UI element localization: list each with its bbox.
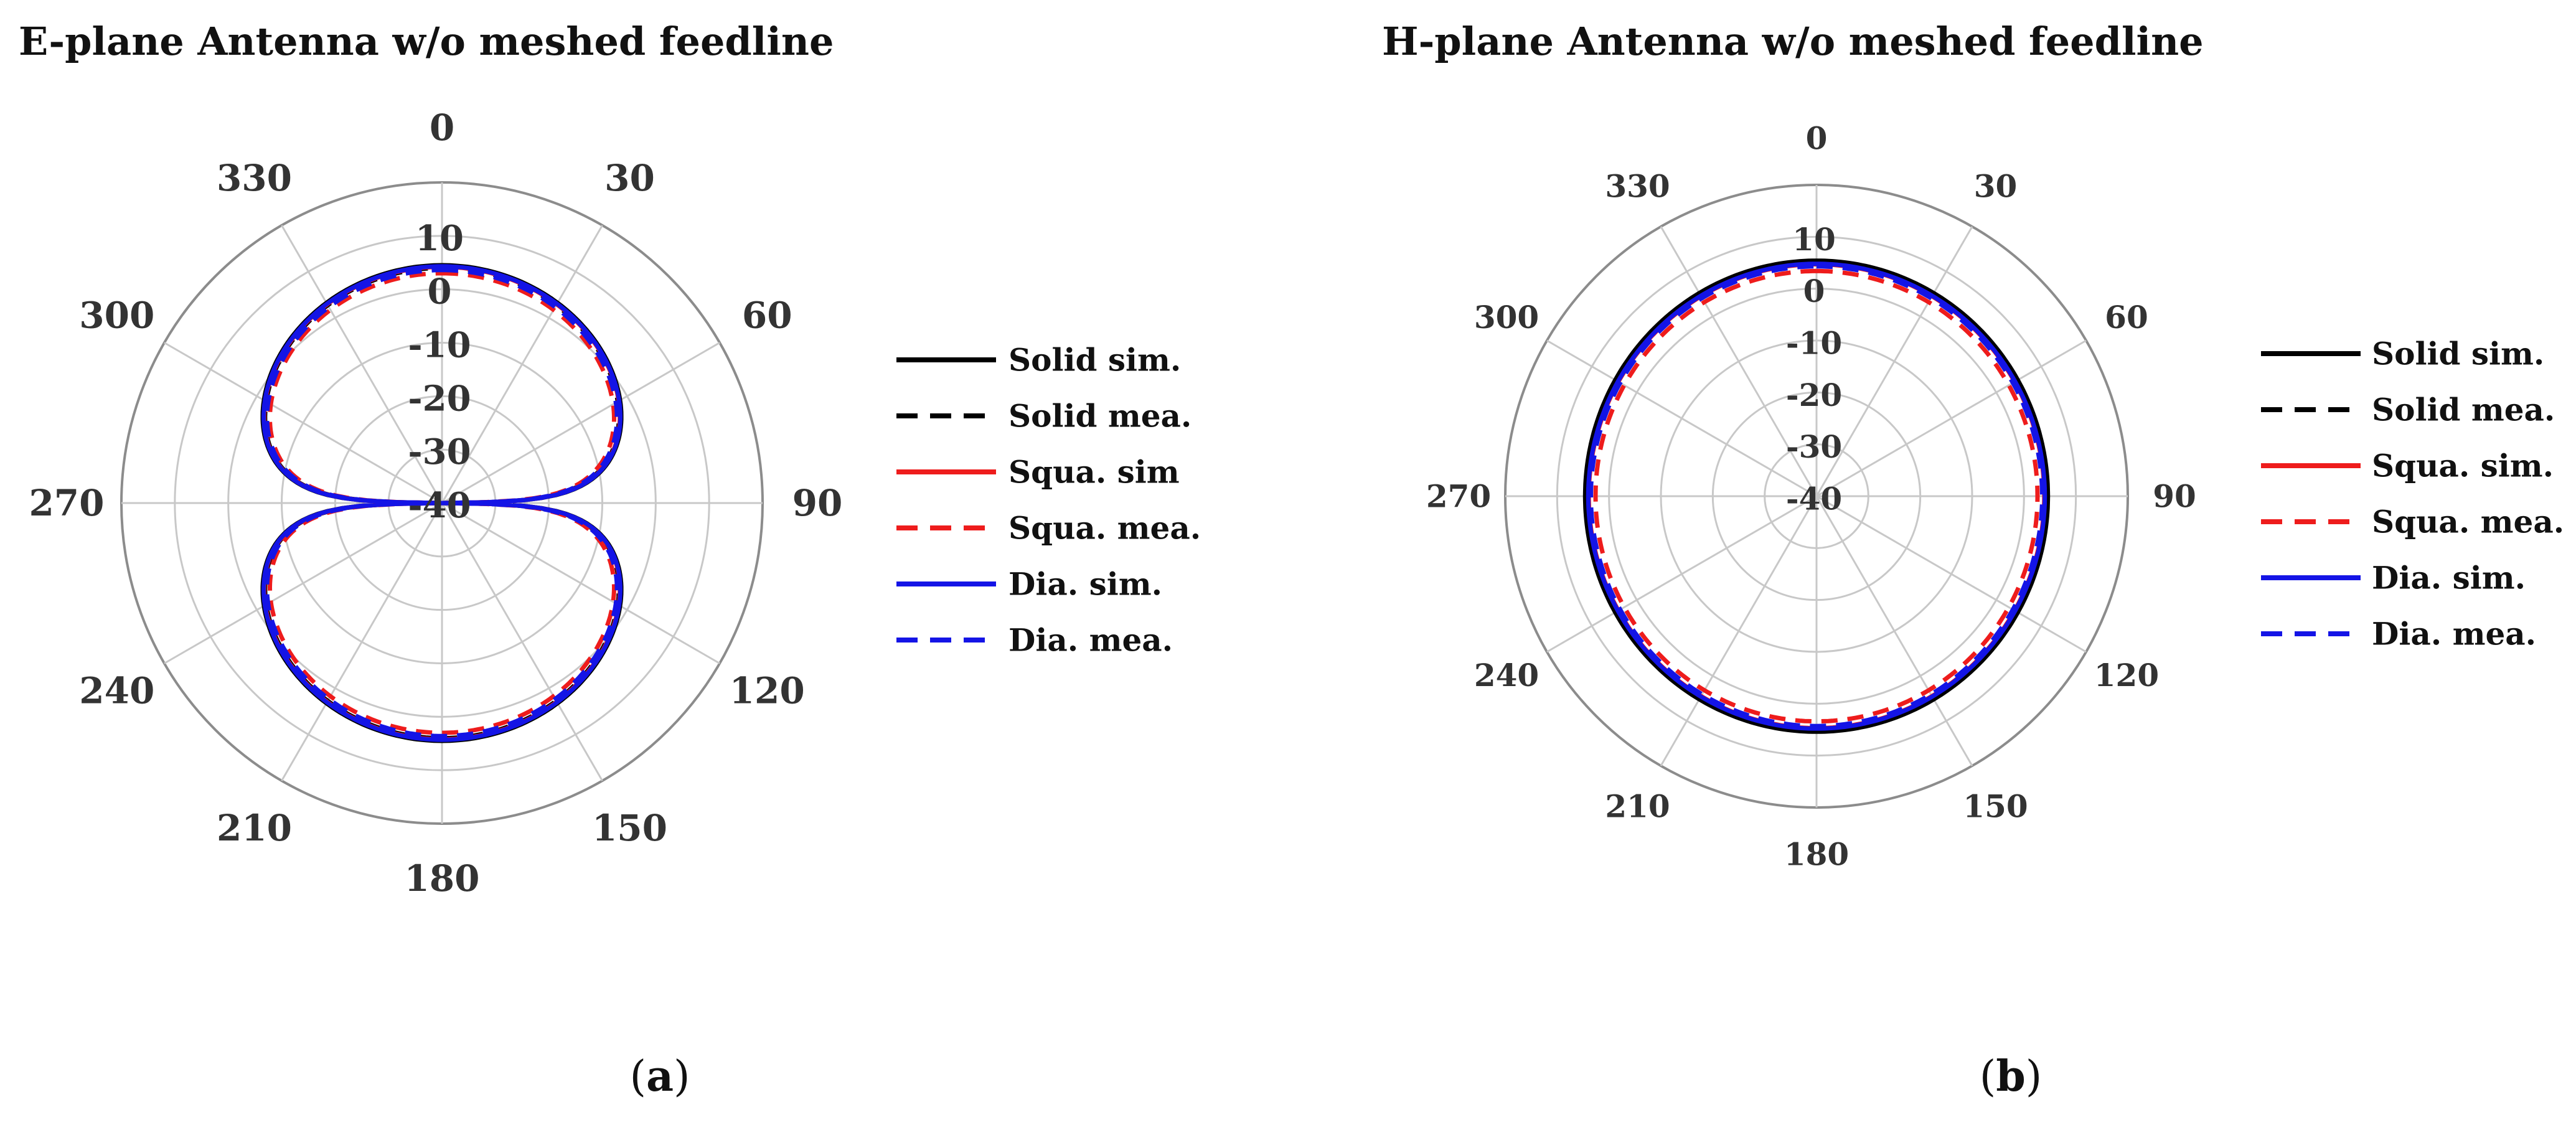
panel-b-title: H-plane Antenna w/o meshed feedline — [1382, 19, 2204, 64]
grid-spoke — [281, 225, 443, 504]
legend-label-solid-sim: Solid sim. — [2372, 336, 2544, 372]
radial-tick-label: -30 — [408, 431, 471, 473]
grid-spoke — [441, 502, 603, 781]
angle-tick-label: 180 — [404, 857, 479, 900]
grid-spoke — [1660, 496, 1818, 766]
panel-b-h-plane: H-plane Antenna w/o meshed feedline 0 30 6… — [1382, 19, 2564, 1101]
angle-tick-label: 210 — [217, 807, 292, 849]
angle-tick-label: 90 — [792, 482, 843, 524]
angle-tick-label: 120 — [2094, 657, 2159, 694]
angle-tick-label: 300 — [1474, 299, 1539, 336]
radial-tick-label: -10 — [408, 325, 471, 366]
panel-b-angle-labels: 0 30 60 90 120 150 180 210 240 270 300 330 — [1426, 120, 2196, 873]
series-dia-sim — [1586, 261, 2047, 731]
angle-tick-label: 300 — [79, 294, 154, 337]
grid-spoke — [1815, 226, 1973, 497]
legend-label-squa-mea: Squa. mea. — [1008, 510, 1201, 547]
legend-label-squa-mea: Squa. mea. — [2372, 504, 2564, 540]
angle-tick-label: 30 — [604, 157, 655, 199]
series-squa-mea — [268, 271, 616, 735]
panel-b-polar-grid — [1504, 184, 2129, 809]
radial-tick-label: 0 — [428, 271, 452, 313]
angle-tick-label: 150 — [1963, 788, 2028, 824]
angle-tick-label: 0 — [430, 106, 454, 149]
series-dia-mea — [1589, 264, 2044, 728]
legend-label-solid-sim: Solid sim. — [1008, 342, 1181, 379]
grid-spoke — [1660, 226, 1818, 497]
radial-tick-label: -30 — [1786, 428, 1842, 465]
angle-tick-label: 30 — [1974, 168, 2018, 205]
panel-a-angle-labels: 0 30 60 90 120 150 180 210 240 270 300 330 — [29, 106, 842, 900]
grid-spoke — [441, 342, 720, 504]
series-dia-mea — [265, 268, 619, 738]
legend-label-dia-sim: Dia. sim. — [1008, 566, 1162, 603]
grid-spoke — [281, 502, 443, 781]
radial-tick-label: 10 — [1792, 221, 1836, 258]
legend-label-dia-mea: Dia. mea. — [1008, 622, 1173, 659]
grid-spoke — [1546, 339, 1817, 497]
grid-spoke — [1546, 495, 1817, 653]
angle-tick-label: 90 — [2153, 478, 2196, 515]
angle-tick-label: 330 — [217, 157, 292, 199]
panel-b-radial-labels: 10 0 -10 -20 -30 -40 — [1786, 221, 1842, 517]
radial-tick-label: -20 — [408, 378, 471, 419]
angle-tick-label: 210 — [1605, 788, 1670, 824]
angle-tick-label: 270 — [29, 482, 104, 524]
panel-a-caption: (a) — [629, 1052, 690, 1101]
panel-a-title: E-plane Antenna w/o meshed feedline — [19, 19, 834, 64]
grid-spoke — [441, 225, 603, 504]
radial-tick-label: -40 — [408, 485, 471, 526]
radial-tick-label: -10 — [1786, 325, 1842, 362]
grid-spoke — [1816, 339, 2087, 497]
angle-tick-label: 180 — [1784, 836, 1849, 873]
radial-tick-label: -40 — [1786, 481, 1842, 517]
panel-b-series — [1582, 258, 2051, 734]
panel-b-caption: (b) — [1980, 1052, 2042, 1101]
legend-label-dia-sim: Dia. sim. — [2372, 560, 2526, 596]
legend-label-dia-mea: Dia. mea. — [2372, 616, 2536, 652]
grid-spoke — [164, 502, 443, 664]
angle-tick-label: 0 — [1806, 120, 1828, 157]
grid-spoke — [164, 342, 443, 504]
angle-tick-label: 150 — [592, 807, 667, 849]
panel-a-legend: Solid sim. Solid mea. Squa. sim Squa. mea. D… — [896, 342, 1201, 659]
radial-tick-label: 0 — [1803, 273, 1825, 309]
radial-tick-label: -20 — [1786, 377, 1842, 413]
angle-tick-label: 240 — [1474, 657, 1539, 694]
legend-label-solid-mea: Solid mea. — [1008, 398, 1192, 435]
legend-label-solid-mea: Solid mea. — [2372, 392, 2555, 428]
radial-tick-label: 10 — [415, 218, 464, 259]
series-dia-sim — [261, 264, 623, 742]
angle-tick-label: 120 — [730, 670, 805, 712]
angle-tick-label: 60 — [2105, 299, 2148, 336]
legend-label-squa-sim: Squa. sim — [1008, 454, 1180, 491]
panel-a-radial-labels: 10 0 -10 -20 -30 -40 — [408, 218, 471, 526]
angle-tick-label: 60 — [742, 294, 792, 337]
legend-label-squa-sim: Squa. sim. — [2372, 448, 2554, 484]
grid-spoke — [1815, 496, 1973, 766]
angle-tick-label: 240 — [79, 670, 154, 712]
grid-spoke — [441, 502, 720, 664]
panel-a-series — [260, 263, 624, 743]
panel-a-e-plane: E-plane Antenna w/o meshed feedline 0 30 6… — [19, 19, 1201, 1101]
angle-tick-label: 330 — [1605, 168, 1670, 205]
angle-tick-label: 270 — [1426, 478, 1491, 515]
panel-b-legend: Solid sim. Solid mea. Squa. sim. Squa. mea.… — [2261, 336, 2564, 652]
grid-spoke — [1816, 495, 2087, 653]
